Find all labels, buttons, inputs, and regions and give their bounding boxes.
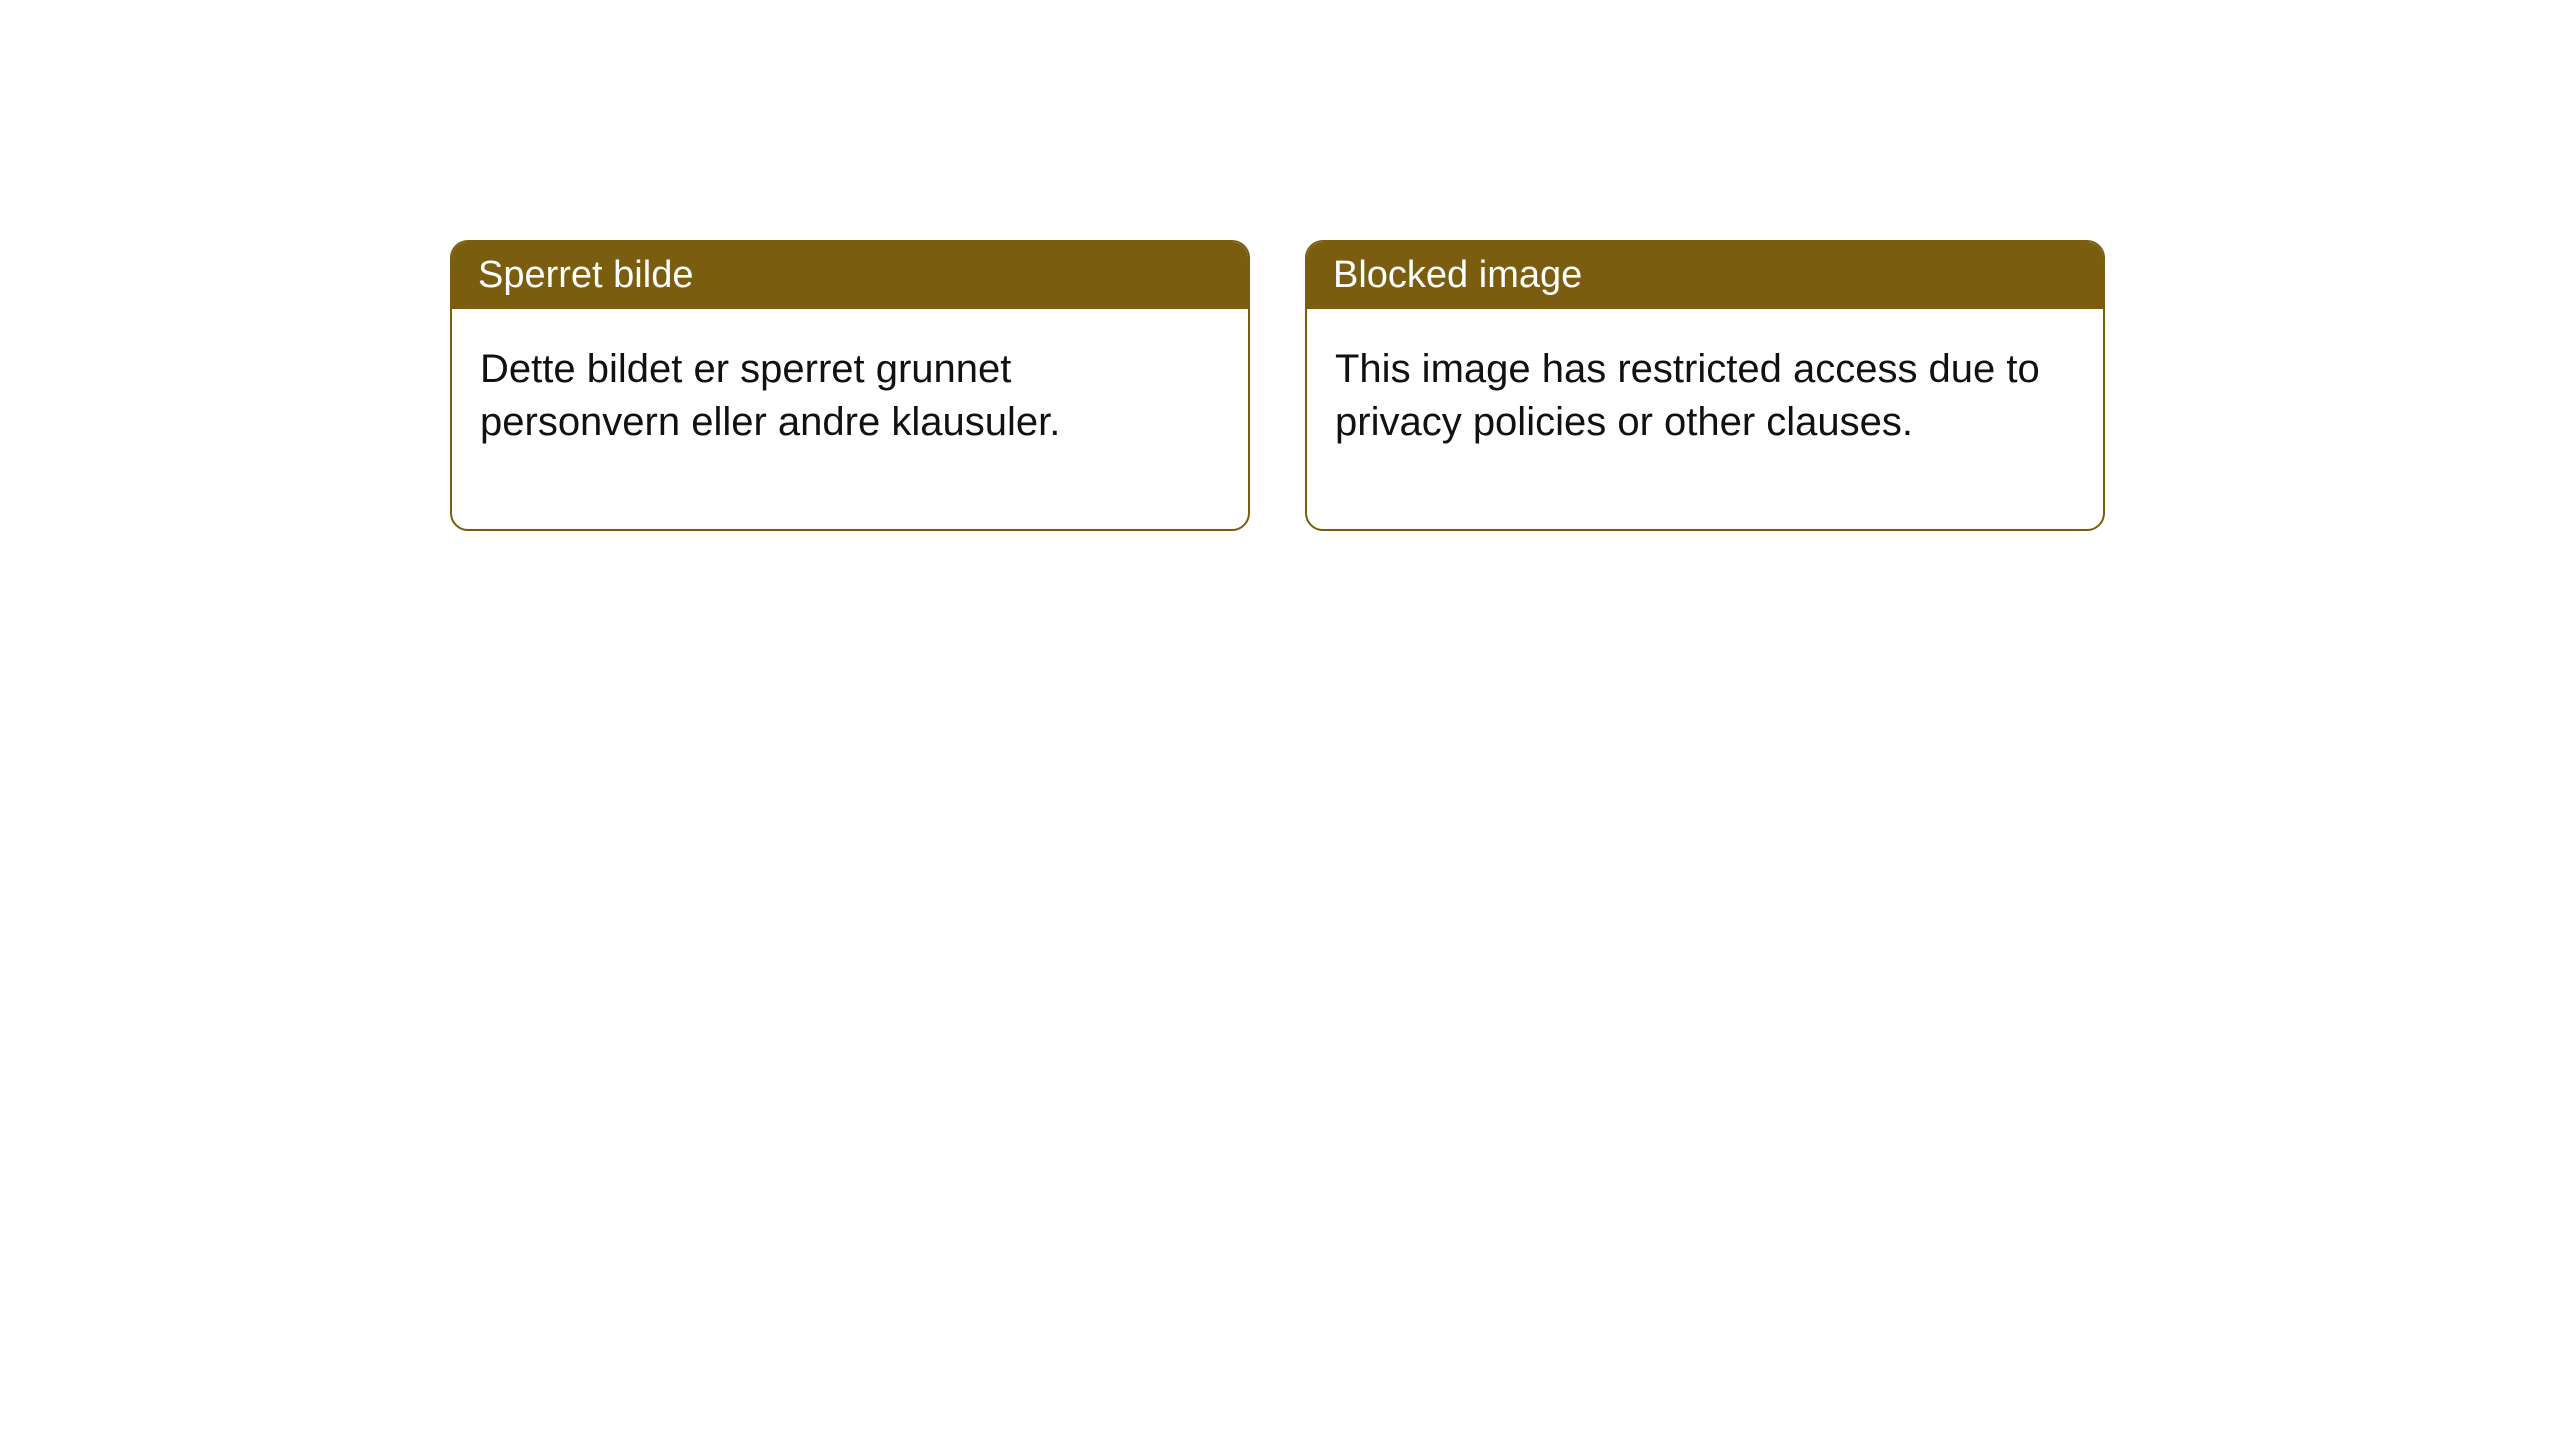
notice-card-english: Blocked image This image has restricted … xyxy=(1305,240,2105,531)
notice-card-header: Sperret bilde xyxy=(452,242,1248,309)
notice-card-body: Dette bildet er sperret grunnet personve… xyxy=(452,309,1248,529)
notice-cards-container: Sperret bilde Dette bildet er sperret gr… xyxy=(450,240,2105,531)
notice-card-norwegian: Sperret bilde Dette bildet er sperret gr… xyxy=(450,240,1250,531)
notice-card-body: This image has restricted access due to … xyxy=(1307,309,2103,529)
notice-card-header: Blocked image xyxy=(1307,242,2103,309)
